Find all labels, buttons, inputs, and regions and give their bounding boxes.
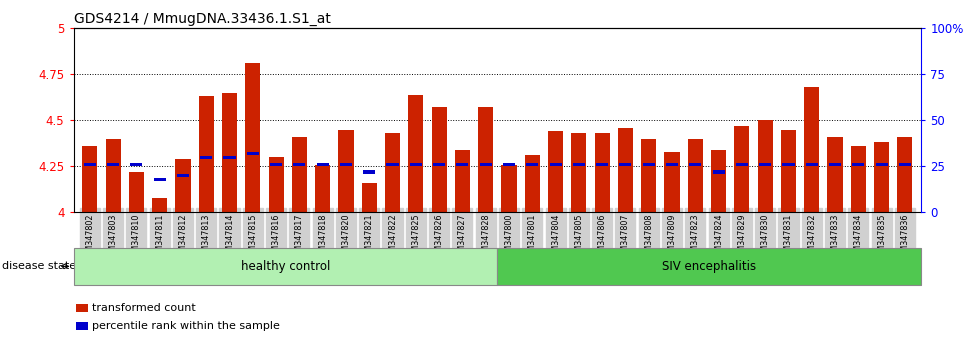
Bar <box>479 163 492 166</box>
Bar <box>293 163 306 166</box>
Bar <box>83 163 96 166</box>
Text: GDS4214 / MmugDNA.33436.1.S1_at: GDS4214 / MmugDNA.33436.1.S1_at <box>74 12 330 27</box>
Bar <box>433 163 445 166</box>
Bar <box>269 157 283 212</box>
Bar <box>107 163 120 166</box>
Bar <box>782 163 795 166</box>
Bar <box>364 170 375 173</box>
Bar <box>711 150 726 212</box>
Bar <box>270 163 282 166</box>
Bar <box>106 139 121 212</box>
Bar <box>899 163 911 166</box>
Bar <box>200 155 213 159</box>
Text: percentile rank within the sample: percentile rank within the sample <box>92 321 280 331</box>
Bar <box>596 163 609 166</box>
Bar <box>643 163 655 166</box>
Bar <box>853 163 864 166</box>
Bar <box>524 155 540 212</box>
Bar <box>316 165 330 212</box>
Bar <box>526 163 538 166</box>
Bar <box>431 108 447 212</box>
Bar <box>617 128 633 212</box>
Text: disease state: disease state <box>2 261 76 272</box>
Bar <box>550 163 562 166</box>
Bar <box>221 93 237 212</box>
Bar <box>758 120 773 212</box>
Bar <box>130 163 142 166</box>
Bar <box>875 163 888 166</box>
Bar <box>82 146 97 212</box>
Bar <box>478 108 493 212</box>
Bar <box>734 126 750 212</box>
Bar <box>712 170 724 173</box>
Bar <box>851 146 866 212</box>
Bar <box>292 137 307 212</box>
Bar <box>806 163 817 166</box>
Bar <box>386 163 399 166</box>
Bar <box>619 163 631 166</box>
Bar <box>595 133 610 212</box>
Bar <box>548 131 564 212</box>
Text: healthy control: healthy control <box>241 260 330 273</box>
Bar <box>503 163 515 166</box>
Bar <box>689 163 702 166</box>
Bar <box>245 63 261 212</box>
Bar <box>688 139 703 212</box>
Bar <box>502 165 516 212</box>
Bar <box>247 152 259 155</box>
Bar <box>152 198 168 212</box>
Bar <box>898 137 912 212</box>
Bar <box>827 137 843 212</box>
Bar <box>362 183 377 212</box>
Bar <box>829 163 841 166</box>
Bar <box>317 163 328 166</box>
Bar <box>128 172 144 212</box>
Bar <box>874 142 889 212</box>
Bar <box>338 130 354 212</box>
Bar <box>340 163 352 166</box>
Bar <box>410 163 422 166</box>
Bar <box>175 159 190 212</box>
Bar <box>223 155 235 159</box>
Bar <box>664 152 679 212</box>
Bar <box>177 174 189 177</box>
Bar <box>572 163 585 166</box>
Bar <box>760 163 771 166</box>
Bar <box>457 163 468 166</box>
Bar <box>781 130 796 212</box>
Text: SIV encephalitis: SIV encephalitis <box>662 260 757 273</box>
Bar <box>571 133 586 212</box>
Bar <box>385 133 400 212</box>
Bar <box>154 178 166 181</box>
Bar <box>641 139 657 212</box>
Bar <box>736 163 748 166</box>
Bar <box>199 96 214 212</box>
Text: transformed count: transformed count <box>92 303 196 313</box>
Bar <box>409 95 423 212</box>
Bar <box>666 163 678 166</box>
Bar <box>805 87 819 212</box>
Bar <box>455 150 470 212</box>
